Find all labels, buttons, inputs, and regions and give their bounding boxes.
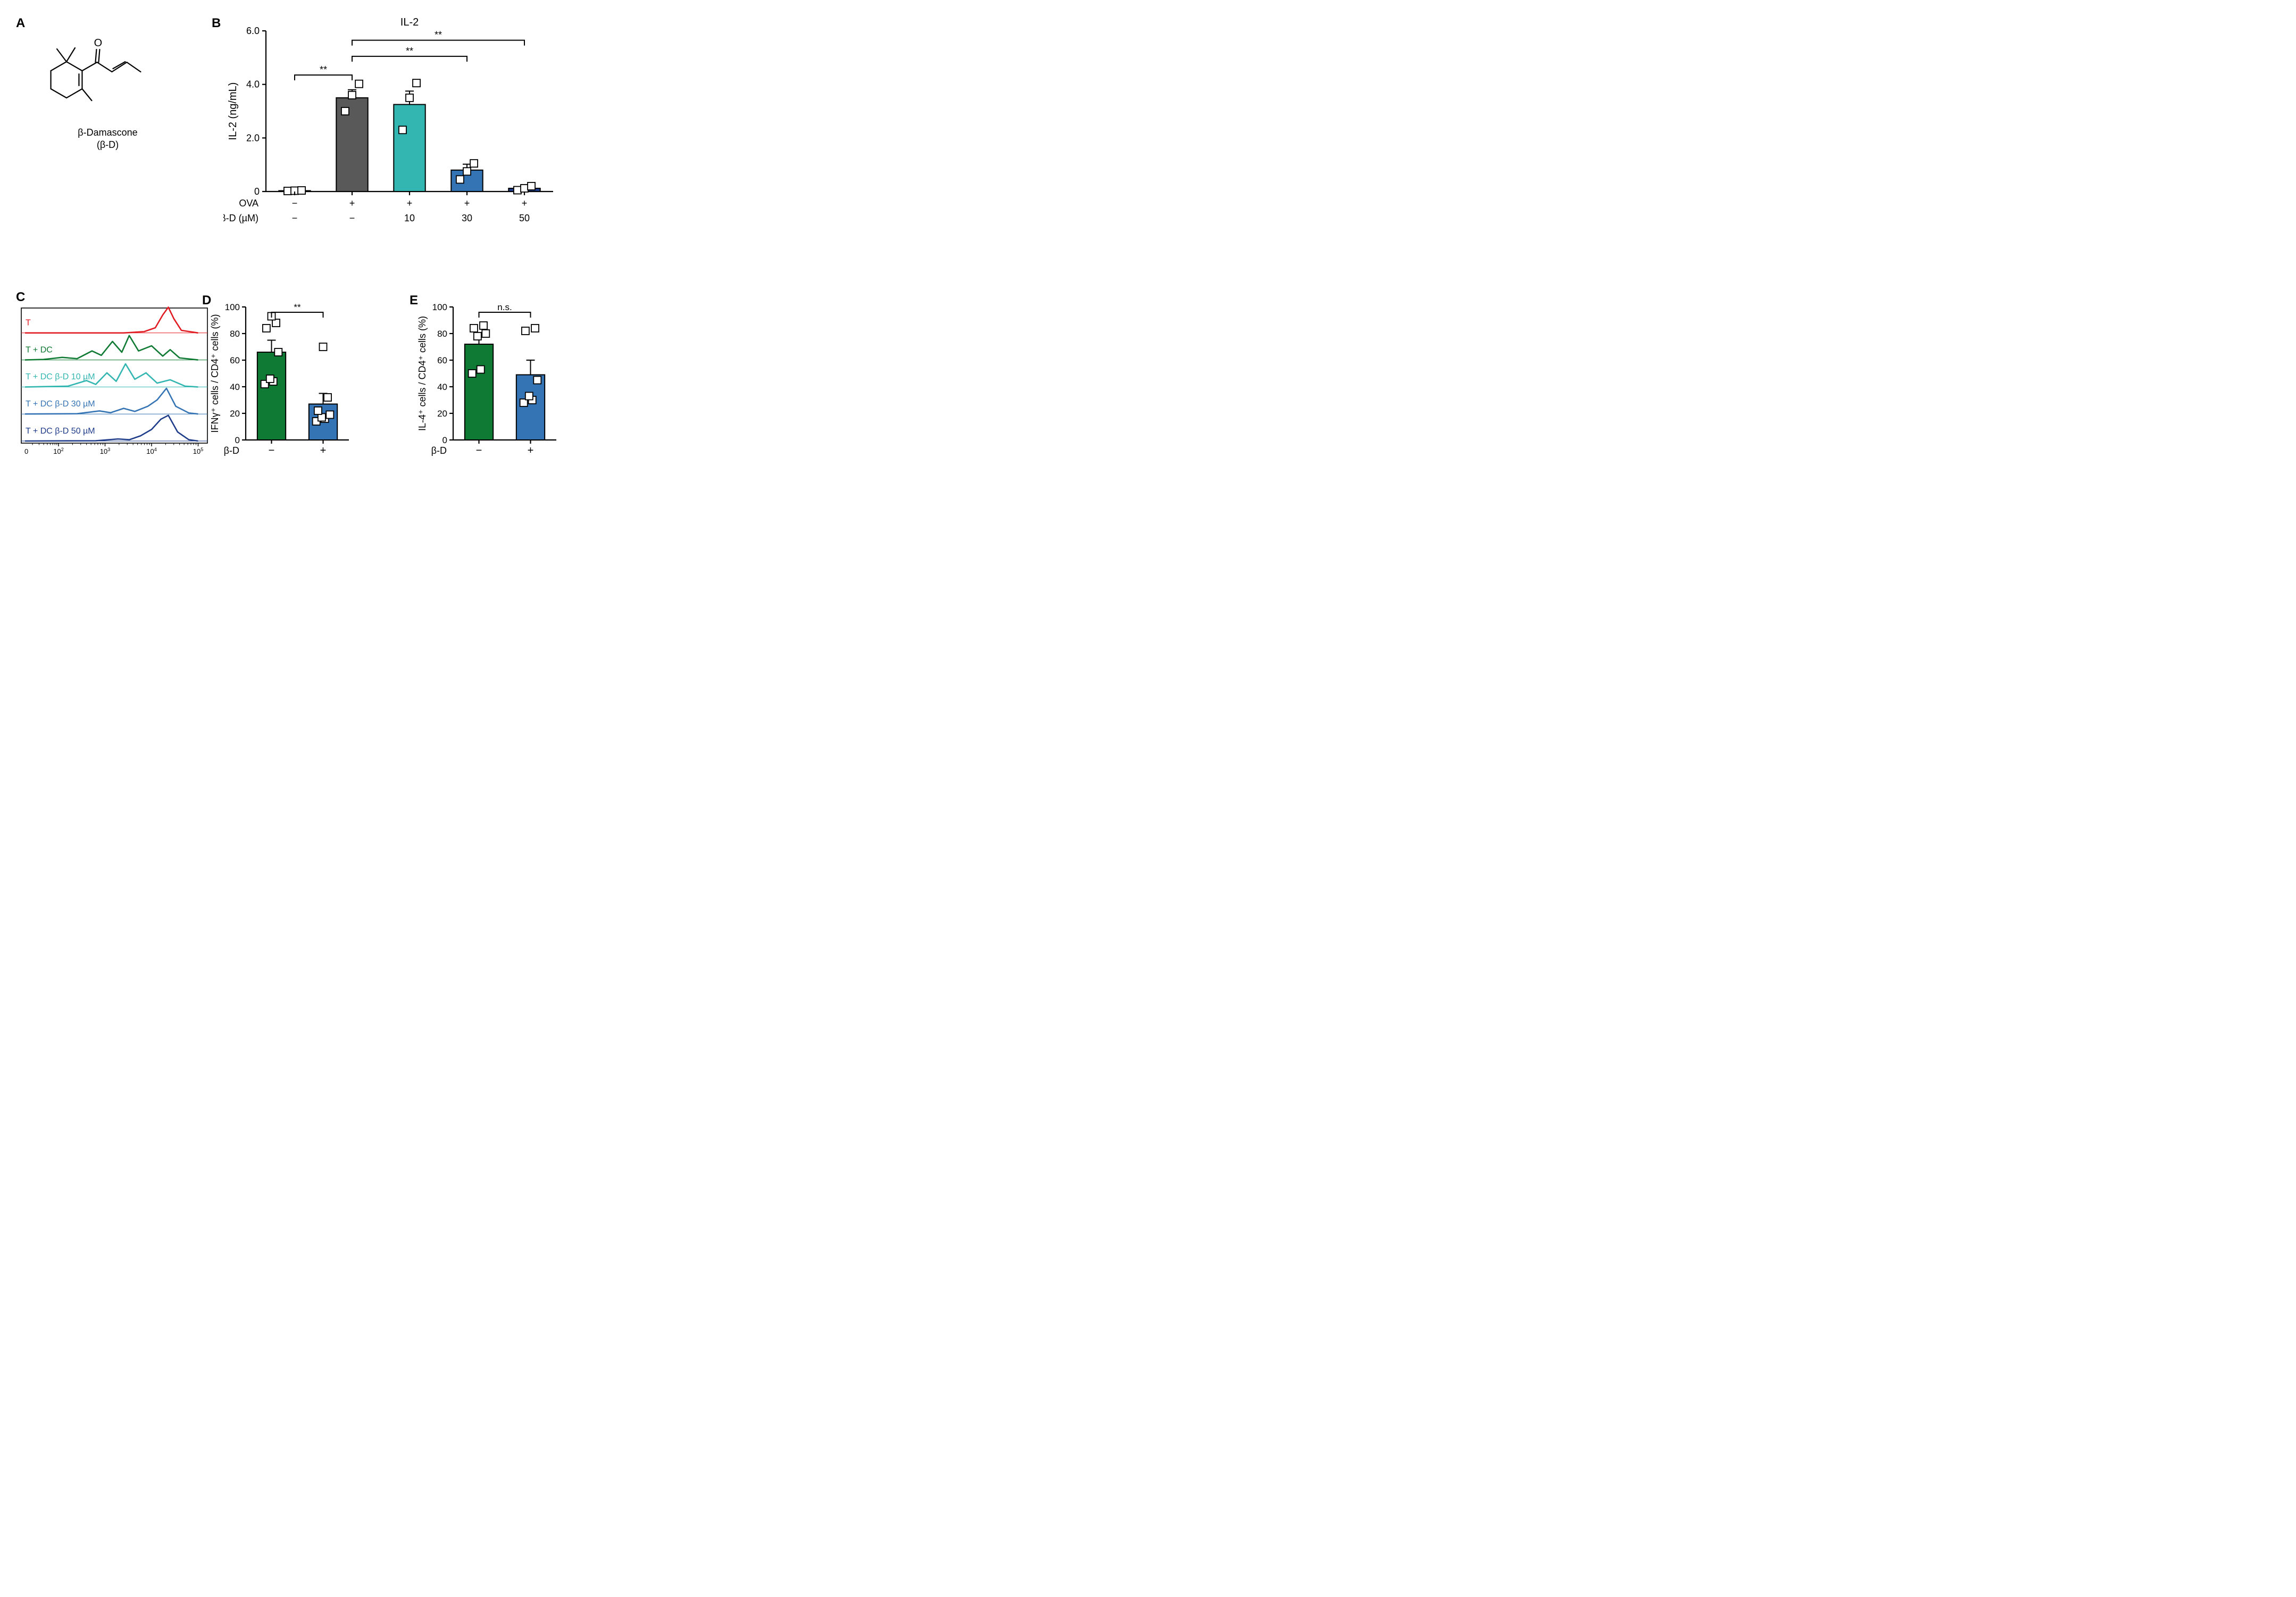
svg-text:2.0: 2.0 <box>246 132 260 143</box>
svg-text:T + DC β-D 50 µM: T + DC β-D 50 µM <box>26 427 95 436</box>
svg-text:n.s.: n.s. <box>497 302 512 312</box>
svg-text:T + DC β-D 30 µM: T + DC β-D 30 µM <box>26 400 95 409</box>
svg-text:30: 30 <box>462 213 472 223</box>
svg-text:20: 20 <box>437 409 447 419</box>
svg-text:β-D: β-D <box>224 445 239 456</box>
svg-text:+: + <box>320 445 327 456</box>
svg-text:+: + <box>528 445 534 456</box>
svg-text:+: + <box>349 198 355 209</box>
molecule-caption-line1: β-Damascone <box>29 127 186 139</box>
svg-text:β-D (µM): β-D (µM) <box>223 213 258 223</box>
il4-barchart: 0 20 40 60 80 100 IL-4⁺ cells / CD4⁺ cells (%)… <box>415 295 564 471</box>
svg-text:0: 0 <box>254 186 260 197</box>
svg-text:4.0: 4.0 <box>246 79 260 90</box>
svg-text:T + DC β-D 10 µM: T + DC β-D 10 µM <box>26 372 95 381</box>
svg-text:102: 102 <box>53 447 63 455</box>
svg-text:60: 60 <box>230 355 240 365</box>
svg-text:+: + <box>407 198 413 209</box>
panel-e-letter: E <box>410 293 418 308</box>
svg-text:IFNγ⁺ cells / CD4⁺ cells (%): IFNγ⁺ cells / CD4⁺ cells (%) <box>210 314 220 432</box>
svg-text:−: − <box>476 445 482 456</box>
flow-histogram: T T + DC T + DC β-D 10 µM T + DC β-D 30 µM T… <box>16 305 213 459</box>
svg-text:IL-4⁺ cells / CD4⁺ cells (%): IL-4⁺ cells / CD4⁺ cells (%) <box>417 316 428 431</box>
panel-b: B IL-2 0 2.0 4.0 6.0 IL-2 (ng/mL) OVA β-D (µM) −… <box>207 16 814 242</box>
panel-d-letter: D <box>202 293 211 308</box>
svg-text:**: ** <box>294 302 301 312</box>
svg-text:0: 0 <box>442 435 447 445</box>
panel-a-letter: A <box>16 16 25 31</box>
il2-barchart: IL-2 0 2.0 4.0 6.0 IL-2 (ng/mL) OVA β-D (µM) − − +… <box>223 16 564 239</box>
svg-text:IL-2 (ng/mL): IL-2 (ng/mL) <box>227 82 239 140</box>
svg-text:60: 60 <box>437 355 447 365</box>
svg-text:O: O <box>94 37 103 49</box>
svg-text:103: 103 <box>100 447 110 455</box>
svg-text:50: 50 <box>519 213 530 223</box>
svg-text:T + DC: T + DC <box>26 345 53 354</box>
panel-de-row: D 020406080100IFNγ⁺ cells / CD4⁺ cells (… <box>207 290 814 473</box>
svg-text:6.0: 6.0 <box>246 26 260 36</box>
panel-a: A O β-Damascone (β-D) <box>16 16 186 242</box>
svg-text:**: ** <box>406 46 413 56</box>
svg-text:+: + <box>522 198 528 209</box>
svg-text:104: 104 <box>146 447 156 455</box>
svg-text:100: 100 <box>225 302 240 312</box>
svg-text:−: − <box>269 445 275 456</box>
svg-text:OVA: OVA <box>239 198 258 209</box>
panel-c: C T T + DC T + DC β-D 10 µM T + DC β-D 30 µ… <box>16 290 186 473</box>
svg-text:β-D: β-D <box>431 445 447 456</box>
svg-text:40: 40 <box>437 382 447 392</box>
svg-text:10: 10 <box>404 213 415 223</box>
panel-c-letter: C <box>16 290 25 305</box>
panel-d: D 020406080100IFNγ⁺ cells / CD4⁺ cells (… <box>207 295 356 473</box>
svg-text:20: 20 <box>230 409 240 419</box>
svg-text:+: + <box>464 198 470 209</box>
svg-text:−: − <box>349 213 355 223</box>
svg-text:**: ** <box>435 30 442 40</box>
panel-e: E 020406080100IL-4⁺ cells / CD4⁺ cells (… <box>415 295 564 473</box>
molecule-caption-line2: (β-D) <box>29 139 186 151</box>
svg-text:0: 0 <box>24 447 28 455</box>
svg-text:T: T <box>26 319 31 328</box>
svg-text:105: 105 <box>193 447 203 455</box>
figure-root: A O β-Damascone (β-D) B IL-202.04.06.0IL… <box>16 16 814 473</box>
molecule-structure: O <box>29 27 152 120</box>
ifng-barchart: 0 20 40 60 80 100 IFNγ⁺ cells / CD4⁺ cells (%)… <box>207 295 356 471</box>
svg-text:**: ** <box>320 64 327 75</box>
svg-text:−: − <box>292 213 298 223</box>
svg-text:IL-2: IL-2 <box>400 16 419 28</box>
svg-text:100: 100 <box>432 302 447 312</box>
svg-text:40: 40 <box>230 382 240 392</box>
panel-b-letter: B <box>212 16 221 31</box>
svg-text:80: 80 <box>437 329 447 339</box>
svg-text:0: 0 <box>235 435 240 445</box>
molecule-caption: β-Damascone (β-D) <box>29 127 186 151</box>
svg-text:80: 80 <box>230 329 240 339</box>
svg-text:−: − <box>292 198 298 209</box>
